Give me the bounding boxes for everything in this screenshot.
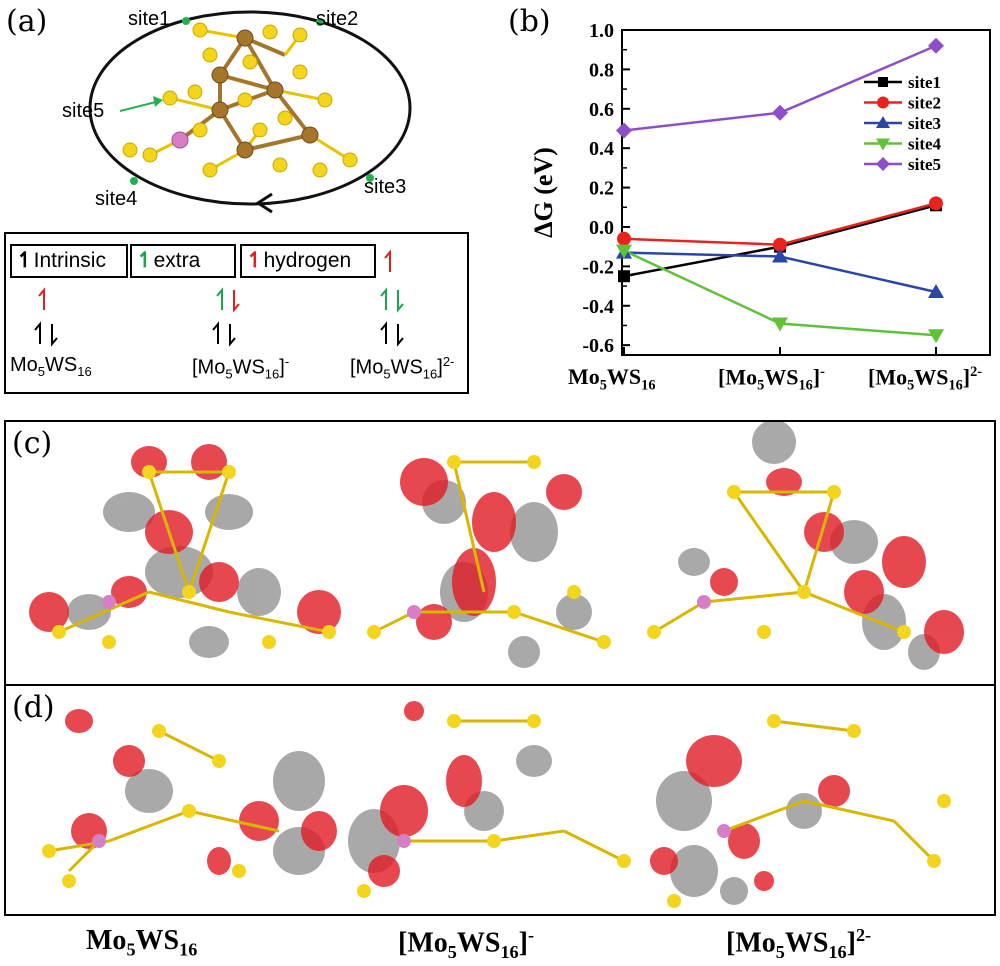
point-site2-2 [929,196,943,211]
orbital-images-c [29,422,964,670]
y-tick-label: 0.6 [589,99,614,121]
y-tick-label: 0.4 [589,138,614,160]
path-direction-arrow [255,192,273,214]
up-arrow-icon: ↿ [16,249,34,272]
site4-label: site4 [95,188,138,210]
point-site2-0 [617,231,631,246]
site3-label: site3 [364,176,407,198]
formula-neutral-bottom: Mo5WS16 [86,925,198,960]
site-path-ellipse [88,10,412,206]
point-site5-0 [616,122,632,139]
panel-label-d: (d) [12,690,55,725]
molybdenum-atoms [211,29,319,159]
legend-label-site1: site1 [908,73,941,92]
orbital-neutral-c [29,444,341,658]
legend-marker-site4 [876,138,890,151]
orbital-anion-d [348,701,631,898]
legend-marker-site3 [876,116,890,128]
legend-hydrogen: ↿hydrogen [240,244,376,278]
point-site5-1 [772,104,788,121]
legend-label-site3: site3 [908,114,941,133]
up-arrow-icon: ↿ [246,249,264,272]
legend-label-site2: site2 [908,94,941,113]
point-site4-2 [928,329,944,344]
spin-diagram [34,249,404,347]
legend-marker-site2 [877,96,889,109]
point-site3-1 [772,248,788,263]
x-tick-neutral: Mo5WS16 [568,364,656,394]
legend-marker-site5 [876,157,890,171]
point-site1-0 [618,270,630,283]
y-tick-label: 0.0 [589,217,614,239]
formula-anion-a: [Mo5WS16]- [192,354,290,382]
cluster-diagram-a [88,10,412,214]
x-tick-anion: [Mo5WS16]- [718,364,825,394]
point-site2-1 [773,237,787,252]
x-tick-dianion: [Mo5WS16]2- [868,364,983,394]
point-site5-2 [928,37,944,54]
y-tick-label: 0.8 [589,59,614,81]
panel-label-c: (c) [12,426,53,461]
orbital-images-d [42,701,951,908]
orbital-dianion-c [647,422,964,670]
tungsten-atom [171,131,189,149]
y-tick-label: -0.6 [582,335,614,357]
site1-label: site1 [128,8,171,30]
legend-extra-label: extra [153,249,201,272]
legend-extra: ↿extra [130,244,236,278]
y-tick-label: -0.2 [582,256,614,278]
legend-intrinsic: ↿Intrinsic [10,244,128,278]
site5-label: site5 [62,100,105,122]
panel-label-b: (b) [508,4,551,39]
legend-intrinsic-label: Intrinsic [33,249,106,272]
legend-marker-site1 [878,77,888,87]
point-site3-2 [928,283,944,298]
orbital-dianion-d [650,714,951,908]
legend-hydrogen-label: hydrogen [263,249,352,272]
formula-dianion-bottom: [Mo5WS16]2- [726,925,872,962]
y-tick-label: 0.2 [589,178,614,200]
delta-g-chart: 1.0 0.8 0.6 0.4 0.2 0.0 -0.2 -0.4 -0.6 ΔG (eV) sit… [529,20,991,357]
sulfur-atoms [122,22,358,178]
formula-anion-bottom: [Mo5WS16]- [398,925,535,962]
y-tick-label: 1.0 [589,20,614,42]
legend-label-site4: site4 [908,135,942,154]
site2-label: site2 [316,8,359,30]
formula-dianion-a: [Mo5WS16]2- [350,354,455,382]
up-arrow-icon: ↿ [136,249,154,272]
site-markers [130,17,374,185]
y-tick-label: -0.4 [582,296,614,318]
plot-frame [621,29,991,356]
panel-label-a: (a) [6,4,48,39]
point-site4-0 [616,244,632,259]
orbital-anion-c [367,455,611,668]
spin-legend-box: ↿Intrinsic ↿extra ↿hydrogen Mo5WS16 [Mo5… [4,232,469,394]
y-axis-label: ΔG (eV) [529,147,558,238]
legend-label-site5: site5 [908,155,941,174]
site5-pointer [119,100,161,112]
formula-neutral-a: Mo5WS16 [10,354,92,379]
point-site4-1 [772,317,788,332]
orbital-neutral-d [42,709,337,888]
panel-d-frame [4,684,996,916]
